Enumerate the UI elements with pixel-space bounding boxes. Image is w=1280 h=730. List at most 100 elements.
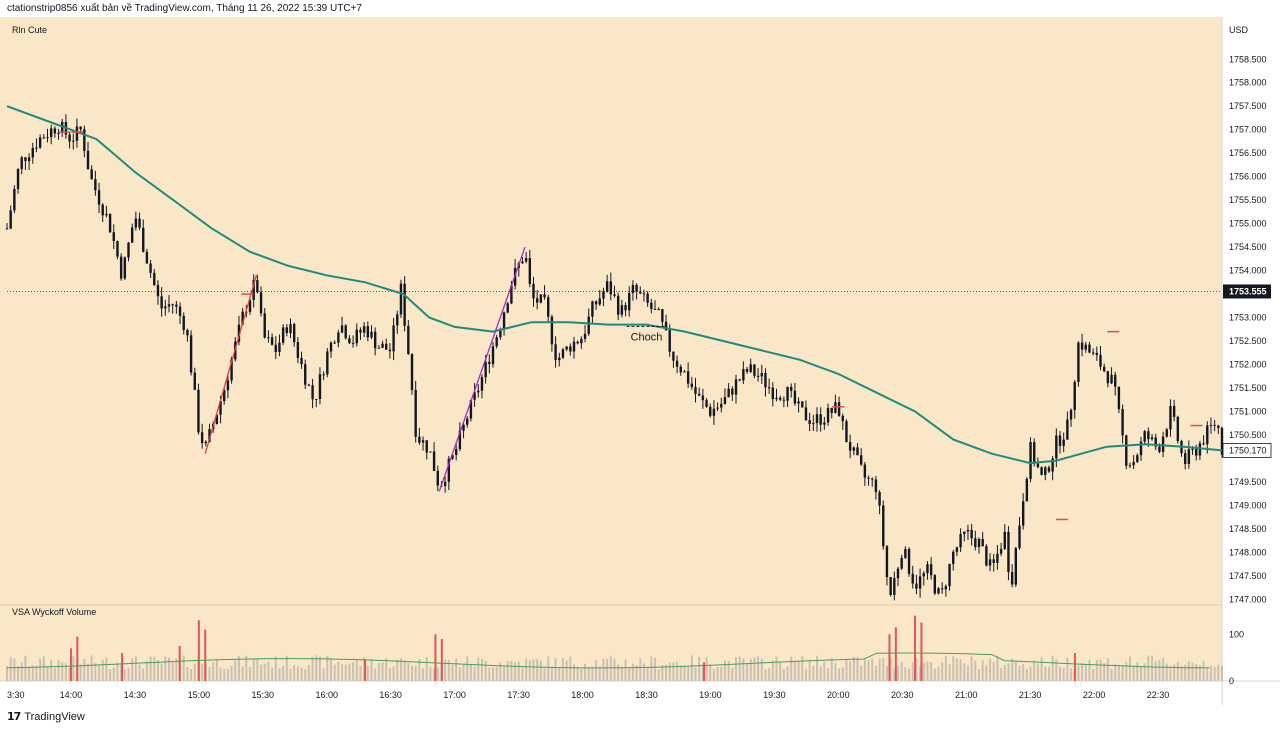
candle-body	[407, 326, 410, 355]
volume-bar	[985, 665, 988, 681]
volume-bar	[804, 669, 807, 681]
volume-bar	[186, 666, 189, 681]
candle-body	[871, 478, 874, 480]
candle-body	[653, 308, 657, 310]
candle-body	[241, 311, 244, 325]
volume-bar	[701, 664, 704, 681]
volume-bar	[668, 662, 671, 681]
candle-body	[605, 281, 609, 292]
volume-bar	[455, 658, 458, 681]
volume-bar	[1217, 664, 1220, 681]
candle-body	[292, 324, 296, 343]
candle-body	[907, 548, 911, 574]
candle-body	[267, 337, 270, 339]
volume-bar	[1014, 661, 1017, 681]
candle-body	[749, 364, 752, 372]
candle-body	[403, 283, 406, 327]
candle-body	[797, 401, 800, 404]
volume-bar	[1099, 659, 1102, 681]
candle-body	[1044, 467, 1047, 475]
price-tick-label: 1758.500	[1229, 54, 1267, 64]
candle-body	[443, 481, 447, 487]
volume-bar	[109, 669, 112, 681]
volume-bar	[385, 658, 388, 681]
price-tick-label: 1756.000	[1229, 172, 1267, 182]
candle-body	[554, 344, 557, 361]
candle-body	[896, 568, 900, 579]
candle-body	[1062, 439, 1065, 446]
volume-bar	[749, 658, 752, 681]
volume-bar	[775, 656, 778, 681]
volume-bar	[823, 661, 826, 681]
volume-bar	[1125, 662, 1128, 681]
candle-body	[944, 586, 948, 590]
volume-bar	[550, 667, 553, 681]
candle-body	[565, 346, 568, 350]
volume-bar	[447, 660, 450, 681]
candle-body	[1213, 424, 1216, 426]
candle-body	[278, 342, 281, 352]
volume-bar	[860, 665, 863, 681]
plot-background	[0, 17, 1222, 681]
candle-body	[418, 436, 421, 443]
volume-bar	[1221, 666, 1223, 681]
volume-bar	[101, 659, 104, 681]
volume-bar	[893, 668, 896, 681]
time-tick-label: 18:00	[571, 690, 594, 700]
volume-spike-bar	[69, 648, 72, 681]
volume-bar	[1165, 663, 1168, 681]
candle-body	[561, 349, 565, 358]
candle-body	[175, 304, 178, 307]
chart-area[interactable]: Rln Cute USD 1758.500 1758.000 1757.500 1757.…	[0, 17, 1280, 705]
candle-body	[1117, 386, 1121, 410]
volume-bar	[414, 665, 417, 681]
volume-bar	[175, 658, 178, 681]
candle-body	[153, 272, 156, 285]
price-chart[interactable]: Rln Cute USD 1758.500 1758.000 1757.500 1757.…	[0, 17, 1280, 705]
volume-bar	[944, 656, 947, 681]
volume-bar	[521, 667, 524, 681]
candle-body	[16, 168, 20, 189]
time-tick-label: 14:30	[124, 690, 147, 700]
candle-body	[1132, 461, 1135, 466]
candle-body	[1084, 344, 1087, 350]
price-tick-label: 1747.500	[1229, 571, 1267, 581]
volume-bar	[613, 658, 616, 681]
price-tick-label: 1750.500	[1229, 430, 1267, 440]
candle-body	[248, 300, 252, 312]
choch-annotation: Choch	[631, 331, 663, 343]
volume-bar	[989, 658, 992, 681]
candle-body	[108, 213, 112, 233]
candle-body	[97, 190, 101, 205]
current-price-label: 1753.555	[1229, 286, 1267, 296]
candle-body	[322, 374, 325, 376]
volume-bar	[849, 661, 852, 681]
candle-body	[1047, 467, 1051, 472]
tradingview-logo-icon: 𝟭𝟳	[7, 711, 21, 723]
time-tick-label: 19:00	[699, 690, 722, 700]
volume-bar	[926, 661, 929, 681]
volume-bar	[105, 657, 108, 681]
volume-bar	[978, 669, 980, 681]
volume-bar	[274, 656, 277, 681]
volume-bar	[492, 667, 494, 681]
volume-bar	[1202, 661, 1205, 681]
candle-body	[804, 407, 808, 421]
ma-price-label: 1750.170	[1229, 445, 1267, 455]
volume-bar	[952, 656, 955, 681]
volume-bar	[635, 665, 638, 681]
volume-bar	[24, 655, 27, 681]
candle-body	[197, 389, 200, 433]
volume-bar	[908, 668, 911, 681]
volume-bar	[528, 660, 531, 681]
volume-bar	[510, 660, 513, 681]
time-tick-label: 19:30	[763, 690, 786, 700]
candle-body	[359, 329, 362, 333]
volume-bar	[514, 662, 517, 681]
candle-body	[499, 329, 502, 338]
candle-body	[985, 546, 988, 566]
volume-bar	[584, 663, 587, 681]
candle-body	[208, 428, 211, 442]
volume-bar	[473, 666, 476, 681]
candle-body	[966, 529, 970, 532]
